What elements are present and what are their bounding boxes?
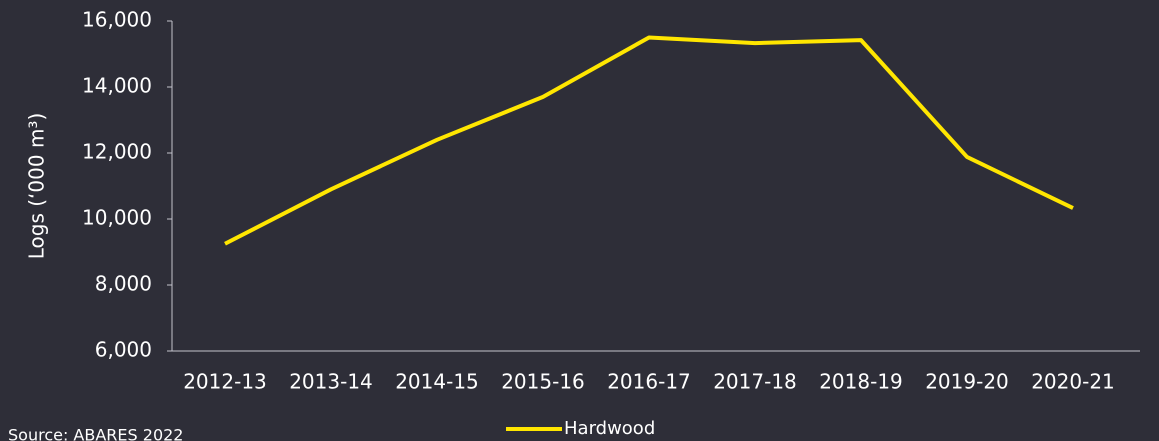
- y-tick-label: 12,000: [82, 140, 152, 164]
- x-tick-label: 2014-15: [395, 370, 479, 394]
- x-tick-label: 2017-18: [713, 370, 797, 394]
- source-note: Source: ABARES 2022: [8, 426, 183, 441]
- x-tick-label: 2016-17: [607, 370, 691, 394]
- x-tick-label: 2015-16: [501, 370, 585, 394]
- x-tick-label: 2012-13: [183, 370, 267, 394]
- x-tick-label: 2020-21: [1031, 370, 1115, 394]
- y-tick-label: 16,000: [82, 8, 152, 32]
- x-tick-label: 2013-14: [289, 370, 373, 394]
- y-axis-label: Logs (‘000 m³): [25, 113, 49, 260]
- x-tick-label: 2018-19: [819, 370, 903, 394]
- x-tick-label: 2019-20: [925, 370, 1009, 394]
- line-series: [224, 35, 1074, 246]
- y-tick-label: 6,000: [95, 338, 152, 362]
- y-tick-label: 14,000: [82, 74, 152, 98]
- legend-label: Hardwood: [564, 418, 655, 439]
- y-tick-label: 8,000: [95, 272, 152, 296]
- y-tick-label: 10,000: [82, 206, 152, 230]
